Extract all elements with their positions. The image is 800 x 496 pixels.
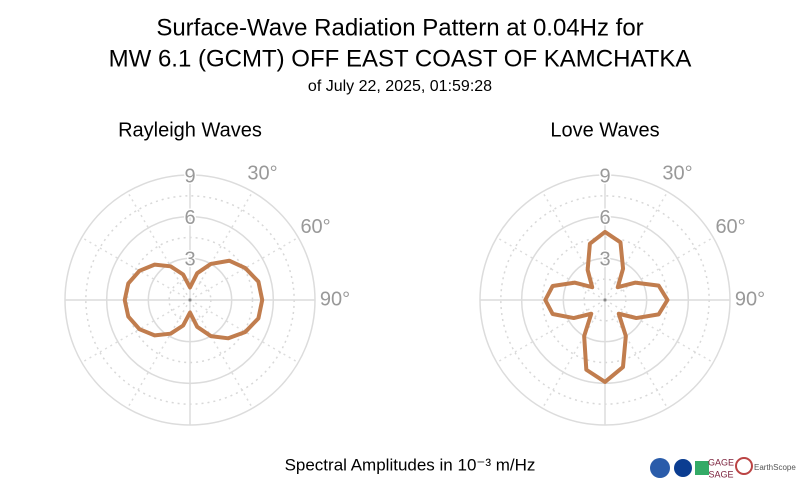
theta-tick-label: 90°	[735, 288, 765, 310]
center-dot	[603, 298, 607, 302]
logo-icon	[650, 458, 670, 478]
r-tick-label: 9	[599, 165, 610, 187]
r-tick-label: 6	[184, 207, 195, 229]
subplot-title: Rayleigh Waves	[118, 119, 262, 141]
logo-text: SAGE	[708, 469, 733, 479]
theta-tick-label: 90°	[320, 288, 350, 310]
r-tick-label: 6	[599, 207, 610, 229]
subtitle: of July 22, 2025, 01:59:28	[308, 78, 492, 95]
logo-text: GAGE	[708, 457, 734, 467]
logo-text: EarthScope	[754, 463, 796, 472]
radiation-pattern	[122, 258, 265, 341]
footer: Spectral Amplitudes in 10⁻³ m/Hz	[285, 455, 536, 474]
subplot-title: Love Waves	[550, 119, 659, 141]
title-line: MW 6.1 (GCMT) OFF EAST COAST OF KAMCHATK…	[109, 45, 692, 72]
logo-icon	[674, 459, 692, 477]
logos: GAGE SAGE EarthScope	[650, 457, 796, 479]
logo-icon	[735, 457, 753, 475]
logo-icon	[695, 461, 709, 475]
r-tick-label: 3	[184, 249, 195, 271]
theta-tick-label: 30°	[662, 163, 692, 185]
theta-tick-label: 60°	[300, 216, 330, 238]
theta-tick-label: 30°	[247, 163, 277, 185]
theta-tick-label: 60°	[715, 216, 745, 238]
r-tick-label: 9	[184, 165, 195, 187]
radiation-pattern	[543, 229, 670, 384]
title-line: Surface-Wave Radiation Pattern at 0.04Hz…	[156, 14, 643, 41]
r-tick-label: 3	[599, 249, 610, 271]
center-dot	[188, 298, 192, 302]
